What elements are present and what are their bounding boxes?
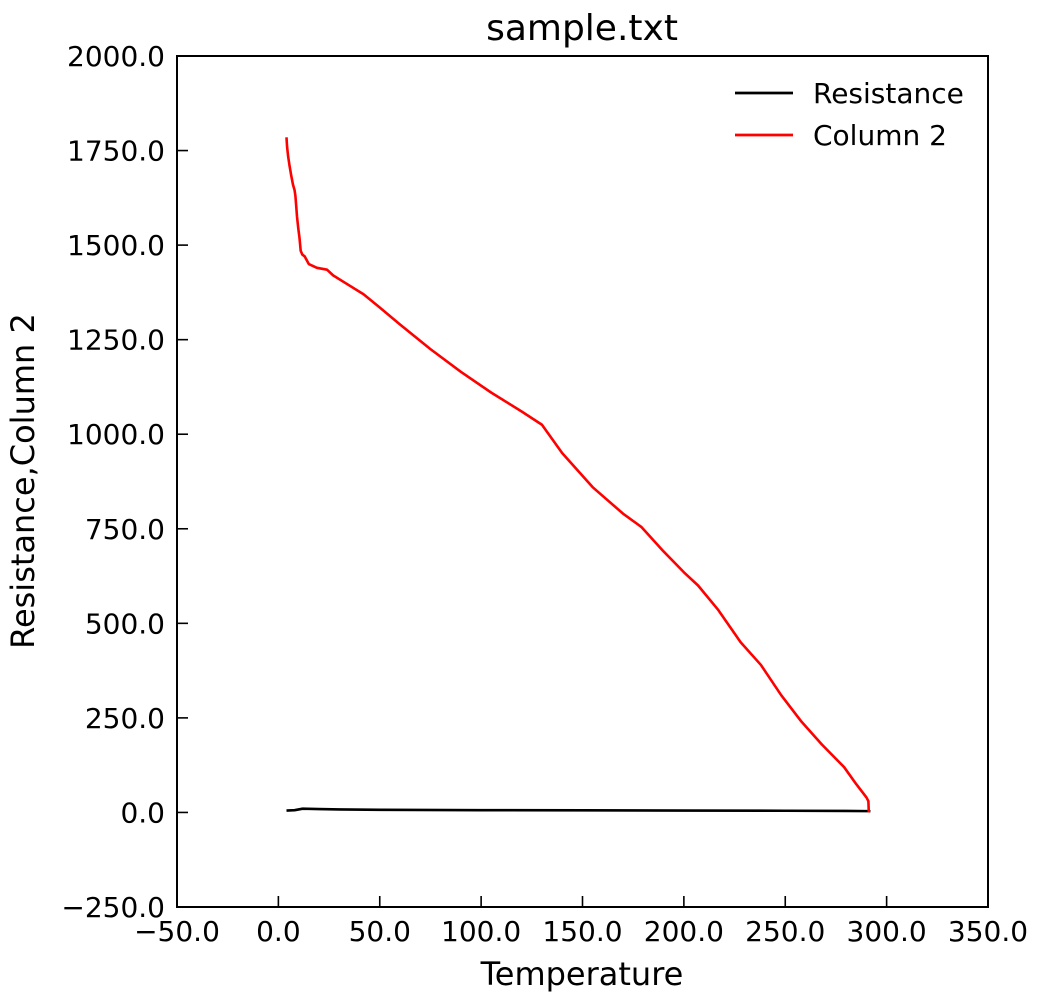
y-tick-label: 0.0	[120, 796, 165, 829]
x-tick-label: 200.0	[644, 915, 724, 948]
y-tick-label: 2000.0	[67, 40, 165, 73]
x-tick-label: 50.0	[349, 915, 411, 948]
series-line-1	[286, 807, 871, 813]
x-tick-label: 350.0	[948, 915, 1028, 948]
x-tick-label: 0.0	[256, 915, 301, 948]
legend: Resistance Column 2	[735, 77, 964, 152]
y-tick-label: 1250.0	[67, 324, 165, 357]
legend-label: Column 2	[813, 119, 947, 152]
x-axis-label: Temperature	[480, 955, 684, 993]
y-tick-label: 750.0	[85, 513, 165, 546]
y-tick-label: 500.0	[85, 607, 165, 640]
y-tick-label: 1750.0	[67, 135, 165, 168]
x-tick-label: 300.0	[847, 915, 927, 948]
legend-label: Resistance	[813, 77, 964, 110]
y-tick-label: 250.0	[85, 702, 165, 735]
series-line-2	[285, 137, 871, 813]
y-tick-label: 1000.0	[67, 418, 165, 451]
x-tick-label: 150.0	[542, 915, 622, 948]
x-tick-label: 250.0	[745, 915, 825, 948]
y-tick-label: −250.0	[61, 891, 165, 924]
y-tick-label: 1500.0	[67, 229, 165, 262]
y-axis-label: Resistance,Column 2	[4, 313, 42, 649]
x-tick-label: −50.0	[134, 915, 220, 948]
x-tick-label: 100.0	[441, 915, 521, 948]
chart-title: sample.txt	[486, 8, 678, 49]
plot-frame	[176, 55, 989, 908]
plot-area: −50.0 0.0 50.0 100.0 150.0 200.0 250.0 300.0 350…	[61, 40, 1028, 948]
